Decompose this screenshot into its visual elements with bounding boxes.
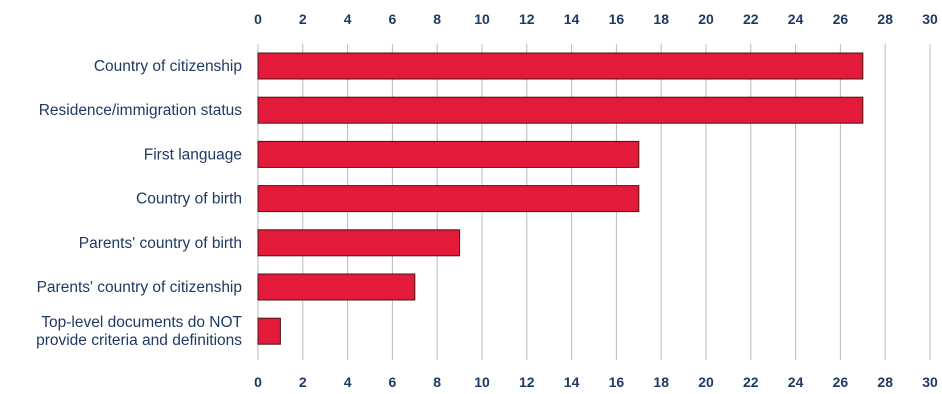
bar: [257, 229, 461, 257]
bottom-tick-label: 28: [877, 374, 893, 390]
top-tick-label: 22: [743, 11, 759, 27]
top-tick-label: 6: [389, 11, 397, 27]
top-tick-label: 24: [788, 11, 804, 27]
top-tick-label: 16: [609, 11, 625, 27]
top-axis-tick-labels: 0 2 4 6 8 10 12 14 16 18 20 22 24 26 28 30: [254, 11, 938, 27]
bar: [257, 317, 281, 345]
bottom-tick-label: 10: [474, 374, 490, 390]
category-label: Parents' country of birth: [79, 235, 242, 252]
bar: [257, 52, 864, 80]
category-label: Parents' country of citizenship: [37, 279, 242, 296]
category-label: Residence/immigration status: [39, 102, 243, 119]
category-label: Country of birth: [136, 191, 242, 208]
top-tick-label: 10: [474, 11, 490, 27]
bottom-tick-label: 22: [743, 374, 759, 390]
bottom-tick-label: 18: [653, 374, 669, 390]
bottom-tick-label: 20: [698, 374, 714, 390]
top-tick-label: 2: [299, 11, 307, 27]
bottom-tick-label: 0: [254, 374, 262, 390]
top-tick-label: 4: [344, 11, 352, 27]
bottom-tick-label: 6: [389, 374, 397, 390]
top-tick-label: 26: [833, 11, 849, 27]
bottom-tick-label: 8: [433, 374, 441, 390]
bottom-tick-label: 30: [922, 374, 938, 390]
top-tick-label: 20: [698, 11, 714, 27]
bottom-axis-tick-labels: 0 2 4 6 8 10 12 14 16 18 20 22 24 26 28 30: [254, 374, 938, 390]
top-tick-label: 28: [877, 11, 893, 27]
category-label: Country of citizenship: [94, 58, 242, 75]
top-tick-label: 18: [653, 11, 669, 27]
bar: [257, 185, 640, 213]
category-label: Top-level documents do NOT provide criter…: [36, 314, 242, 349]
category-labels: Country of citizenship Residence/immigrat…: [36, 58, 242, 349]
bottom-tick-label: 2: [299, 374, 307, 390]
bar: [257, 140, 640, 168]
bar: [257, 96, 864, 124]
bottom-tick-label: 26: [833, 374, 849, 390]
bottom-tick-label: 24: [788, 374, 804, 390]
top-tick-label: 0: [254, 11, 262, 27]
bottom-tick-label: 14: [564, 374, 580, 390]
bar: [257, 273, 416, 301]
top-tick-label: 8: [433, 11, 441, 27]
bottom-tick-label: 4: [344, 374, 352, 390]
bars: [257, 52, 864, 345]
bottom-tick-label: 16: [609, 374, 625, 390]
category-label: First language: [144, 146, 242, 163]
bottom-tick-label: 12: [519, 374, 535, 390]
top-tick-label: 14: [564, 11, 580, 27]
top-tick-label: 30: [922, 11, 938, 27]
top-tick-label: 12: [519, 11, 535, 27]
